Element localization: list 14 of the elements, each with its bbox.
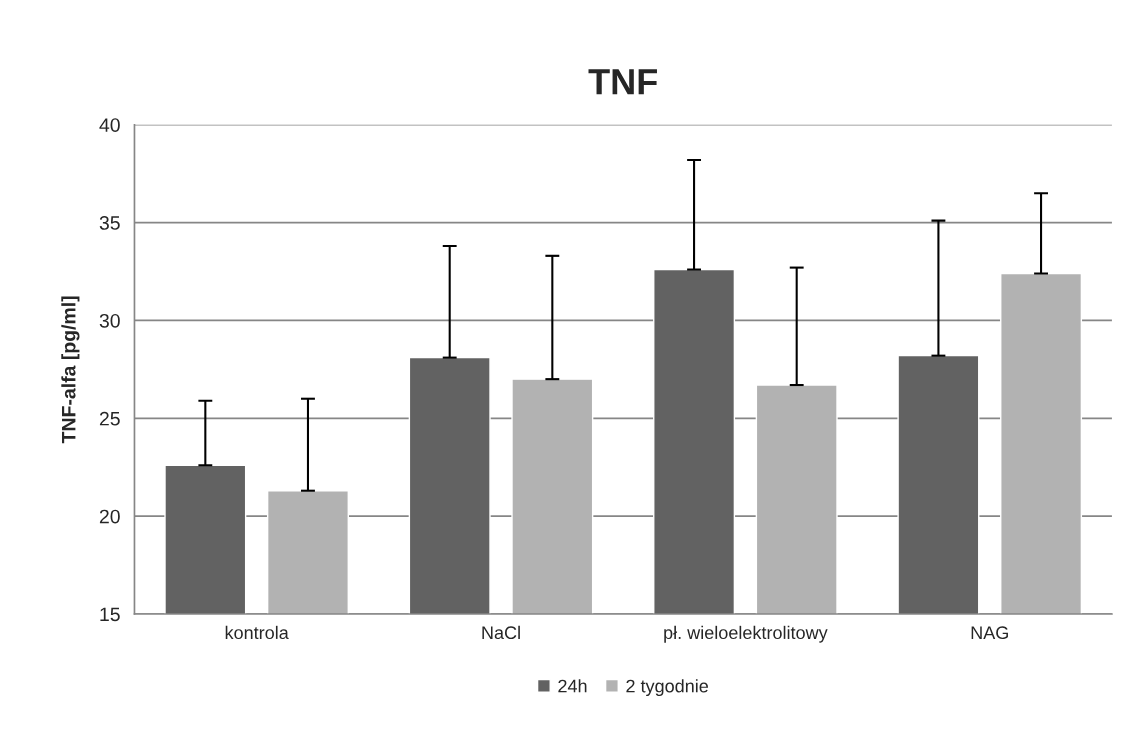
y-tick-label: 20 (99, 509, 120, 524)
chart-title: TNF (588, 69, 657, 95)
y-tick-label: 40 (99, 118, 120, 132)
x-tick-label: NAG (971, 626, 1008, 640)
x-tick-label: pł. wieloelektrolitowy (664, 625, 828, 643)
y-tick-label: 15 (100, 607, 120, 622)
y-axis-title: TNF-alfa [pg/ml] (61, 296, 80, 444)
y-tick-label: 30 (99, 313, 120, 328)
legend-label: 24h (558, 679, 587, 693)
y-tick-label: 35 (99, 216, 120, 230)
legend-label: 2 tygodnie (626, 679, 709, 697)
x-tick-label: NaCl (482, 625, 520, 640)
x-tick-label: kontrola (225, 625, 289, 640)
y-tick-label: 25 (99, 411, 120, 426)
